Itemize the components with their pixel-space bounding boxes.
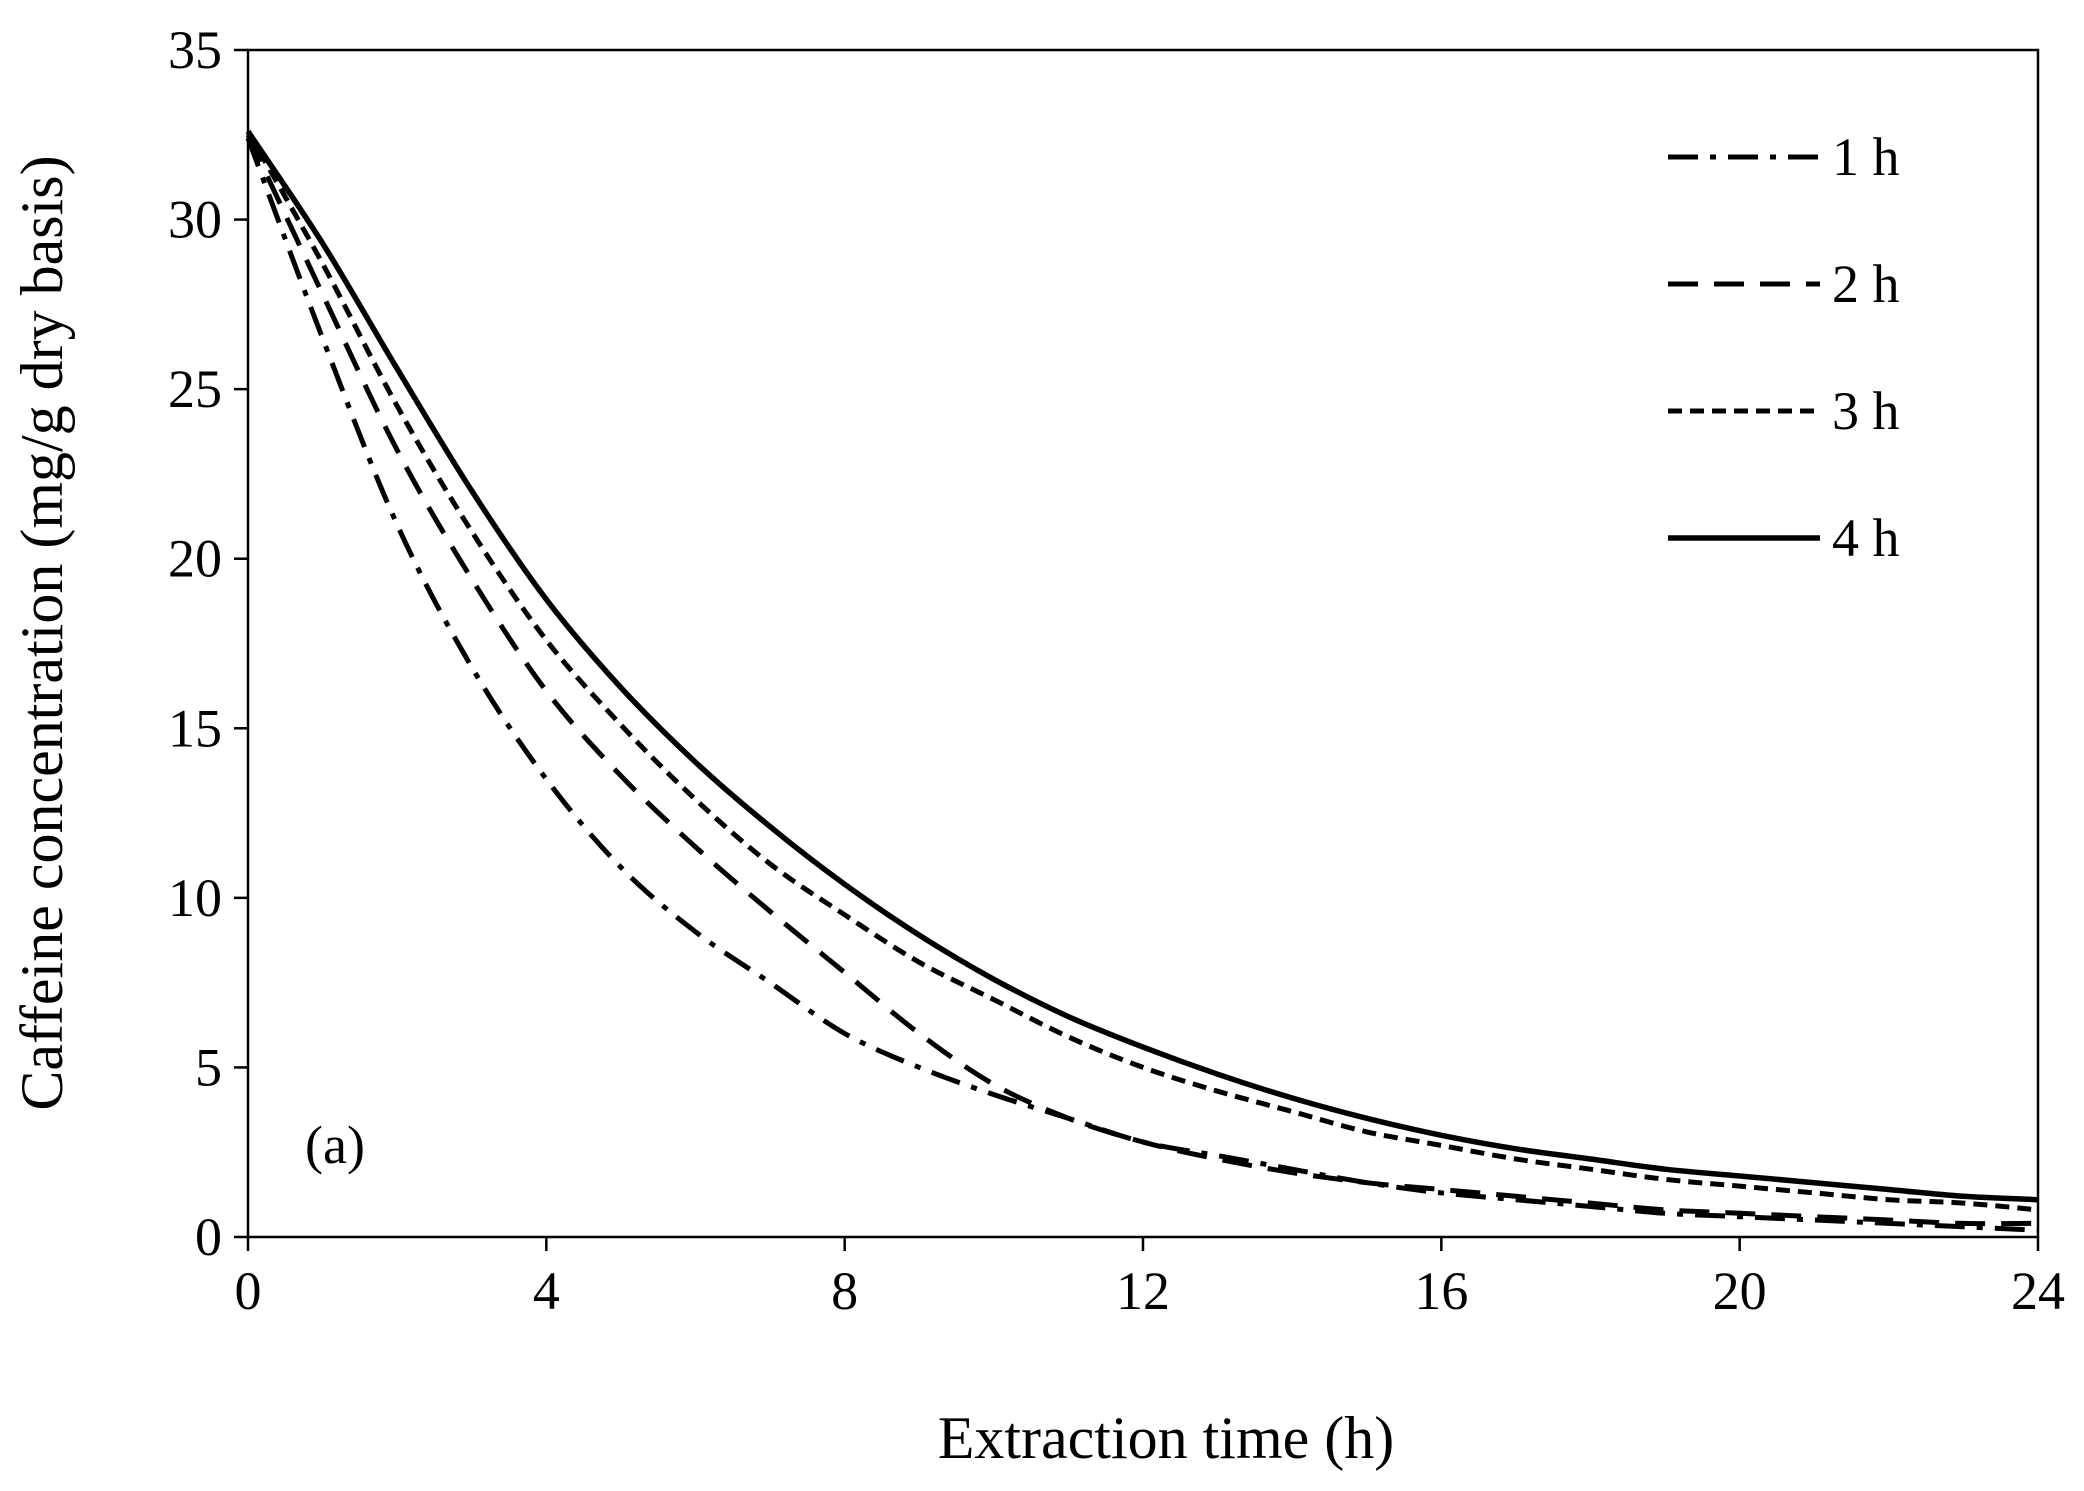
y-tick-label: 15 [168, 698, 222, 758]
x-axis-title: Extraction time (h) [938, 1405, 1395, 1471]
legend: 1 h 2 h 3 h 4 h [1668, 127, 1900, 568]
x-tick-label: 0 [235, 1261, 262, 1321]
x-tick-label: 20 [1713, 1261, 1767, 1321]
x-tick-label: 8 [831, 1261, 858, 1321]
y-tick-label: 30 [168, 190, 222, 250]
legend-label-1: 1 h [1832, 127, 1900, 187]
series-layer [245, 129, 2039, 1233]
y-tick-label: 10 [168, 868, 222, 928]
legend-label-4: 4 h [1832, 508, 1900, 568]
legend-label-3: 3 h [1832, 381, 1900, 441]
y-tick-label: 35 [168, 20, 222, 80]
x-tick-label: 24 [2011, 1261, 2065, 1321]
x-tick-label: 12 [1116, 1261, 1170, 1321]
y-axis: 0 5 10 15 20 25 30 35 [168, 20, 248, 1267]
legend-label-2: 2 h [1832, 254, 1900, 314]
x-tick-label: 16 [1414, 1261, 1468, 1321]
series-line-3 [245, 130, 2039, 1213]
plot-frame [246, 48, 2040, 1239]
y-tick-label: 25 [168, 359, 222, 419]
plot-border [246, 48, 2040, 1239]
panel-label: (a) [305, 1115, 365, 1175]
y-tick-label: 20 [168, 529, 222, 589]
y-axis-title: Caffeine concentration (mg/g dry basis) [9, 155, 75, 1110]
series-line-4 [245, 129, 2039, 1203]
y-tick-label: 0 [195, 1207, 222, 1267]
x-axis: 0 4 8 12 16 20 24 [235, 1237, 2065, 1321]
x-tick-label: 4 [533, 1261, 560, 1321]
y-tick-label: 5 [195, 1037, 222, 1097]
series-line-2 [245, 133, 2039, 1227]
